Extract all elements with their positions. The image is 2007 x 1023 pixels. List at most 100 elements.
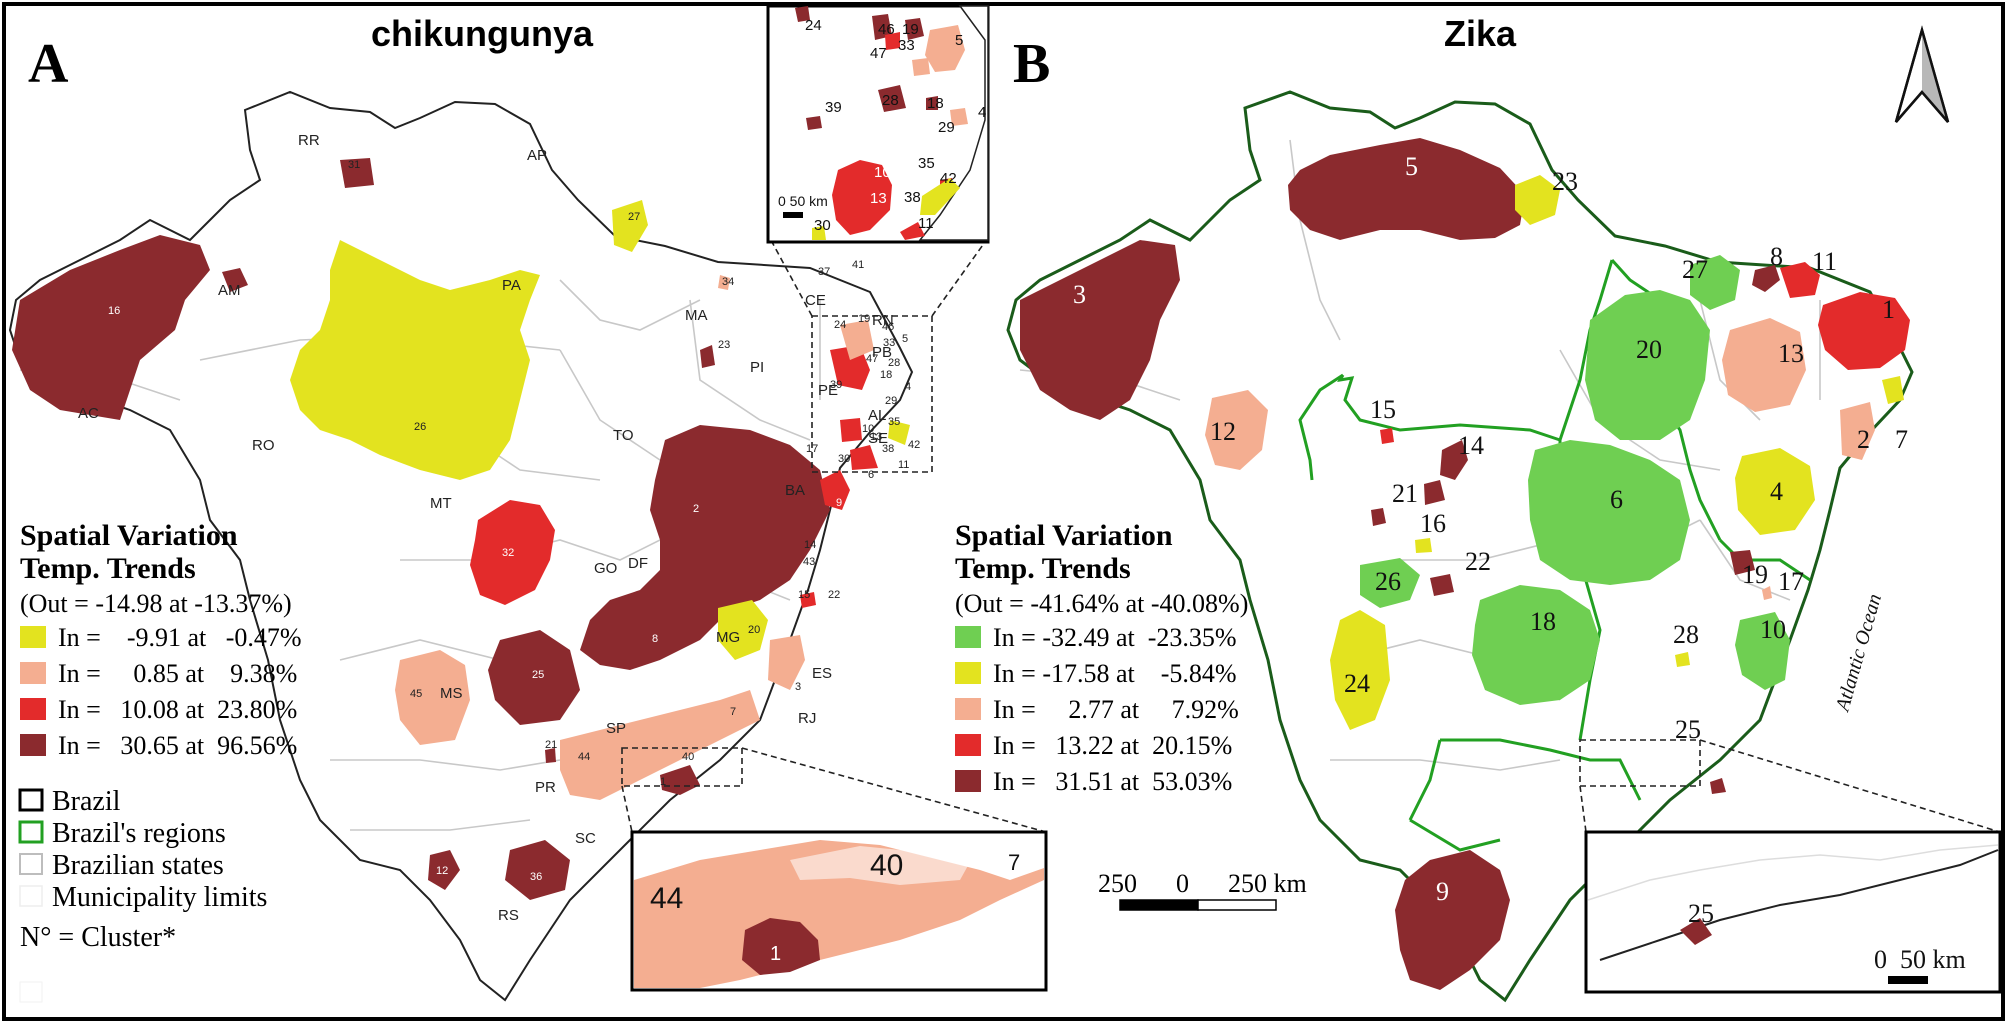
panel-a-title: chikungunya bbox=[371, 13, 594, 54]
inset-box-b bbox=[1579, 739, 1701, 787]
legend-b-entry-1: In = -32.49 at -23.35% bbox=[993, 623, 1237, 652]
panel-a: A chikungunya bbox=[8, 4, 1048, 1003]
inset-cluster-label: 44 bbox=[650, 882, 683, 915]
cluster-label: 14 bbox=[804, 539, 816, 551]
clusters-yellow-a bbox=[290, 200, 910, 660]
cluster-label: 21 bbox=[545, 739, 557, 751]
cluster-label: 1 bbox=[660, 776, 666, 788]
cluster-label: 22 bbox=[828, 589, 840, 601]
inset-cluster-label: 42 bbox=[940, 170, 957, 187]
cluster-label: 12 bbox=[1210, 417, 1236, 446]
cluster-label: 15 bbox=[1370, 395, 1396, 424]
cluster-label: 17 bbox=[806, 443, 818, 455]
state-label-rs: RS bbox=[498, 907, 519, 924]
state-label-se: SE bbox=[868, 430, 888, 447]
inset-leader bbox=[1699, 739, 2001, 833]
legend-a-entry-1: In = -9.91 at -0.47% bbox=[58, 623, 302, 652]
state-label-rr: RR bbox=[298, 132, 320, 149]
state-label-ac: AC bbox=[78, 405, 99, 422]
cluster-label: 19 bbox=[858, 313, 870, 325]
inset-cluster-label: 30 bbox=[814, 217, 831, 234]
legend-municipality-label: Municipality limits bbox=[52, 882, 267, 913]
cluster-label: 40 bbox=[682, 751, 694, 763]
cluster-label: 9 bbox=[836, 497, 842, 509]
cluster-label: 7 bbox=[730, 706, 736, 718]
inset-leader bbox=[621, 785, 633, 833]
cluster-label: 9 bbox=[1436, 877, 1449, 906]
clusters-yellow-b bbox=[1330, 175, 1904, 730]
state-label-pe: PE bbox=[818, 382, 838, 399]
cluster-label: 1 bbox=[1882, 295, 1895, 324]
cluster-labels-b: 5 23 3 27 8 11 1 20 13 12 15 14 21 16 6 … bbox=[1073, 152, 1908, 906]
cluster-label: 7 bbox=[1895, 425, 1908, 454]
legend-a-title-1: Spatial Variation bbox=[20, 519, 238, 552]
cluster-label: 6 bbox=[868, 469, 874, 481]
state-label-al: AL bbox=[868, 407, 886, 424]
legend-a-swatch-2 bbox=[20, 662, 46, 684]
cluster-label: 23 bbox=[1552, 167, 1578, 196]
cluster-label: 35 bbox=[888, 416, 900, 428]
inset-cluster-label: 5 bbox=[955, 32, 963, 49]
clusters-red-b bbox=[1380, 262, 1910, 444]
cluster-label: 23 bbox=[718, 339, 730, 351]
cluster-label: 2 bbox=[1857, 425, 1870, 454]
legend-footnote: N° = Cluster* bbox=[20, 922, 176, 953]
clusters-green-b bbox=[1360, 255, 1790, 705]
state-label-sc: SC bbox=[575, 830, 596, 847]
inset-cluster-label: 13 bbox=[870, 190, 887, 207]
cluster-label: 18 bbox=[880, 369, 892, 381]
legend-b-out: (Out = -41.64% at -40.08%) bbox=[955, 589, 1248, 618]
legend-b-entry-5: In = 31.51 at 53.03% bbox=[993, 767, 1232, 796]
cluster-label: 11 bbox=[1812, 247, 1837, 276]
inset-cluster-label: 46 bbox=[878, 21, 895, 38]
inset-leader bbox=[741, 747, 1047, 833]
legend-b-title-1: Spatial Variation bbox=[955, 519, 1173, 552]
cluster-label: 46 bbox=[882, 321, 894, 333]
inset-box-ne-a bbox=[811, 315, 933, 473]
panel-b: B Zika bbox=[955, 13, 2002, 1003]
state-label-rj: RJ bbox=[798, 710, 816, 727]
state-label-to: TO bbox=[613, 427, 634, 444]
cluster-label: 20 bbox=[748, 624, 760, 636]
inset-cluster-label: 39 bbox=[825, 99, 842, 116]
legend-b-swatch-3 bbox=[955, 698, 981, 720]
cluster-label: 4 bbox=[905, 381, 911, 393]
cluster-label: 4 bbox=[1770, 477, 1783, 506]
cluster-labels-a: 31 27 16 34 37 41 23 24 19 46 33 5 47 28… bbox=[108, 159, 920, 883]
cluster-label: 28 bbox=[888, 357, 900, 369]
cluster-label: 31 bbox=[348, 159, 360, 171]
cluster-label: 27 bbox=[1682, 255, 1708, 284]
cluster-label: 15 bbox=[798, 589, 810, 601]
cluster-label: 42 bbox=[908, 439, 920, 451]
legend-states-swatch bbox=[19, 853, 43, 875]
inset-cluster-label: 35 bbox=[918, 155, 935, 172]
cluster-label: 2 bbox=[693, 503, 699, 515]
cluster-label: 30 bbox=[838, 453, 850, 465]
cluster-label: 24 bbox=[1344, 669, 1370, 698]
cluster-label: 45 bbox=[410, 688, 422, 700]
cluster-label: 37 bbox=[818, 266, 830, 278]
cluster-label: 13 bbox=[1778, 339, 1804, 368]
cluster-label: 33 bbox=[883, 337, 895, 349]
clusters-dark-red-b bbox=[1020, 138, 1780, 990]
cluster-label: 6 bbox=[1610, 485, 1623, 514]
cluster-label: 8 bbox=[652, 633, 658, 645]
cluster-label: 8 bbox=[1770, 242, 1783, 271]
inset-leader bbox=[1579, 785, 1587, 833]
scalebar-b: 250 0 250 km bbox=[1098, 869, 1307, 911]
cluster-label: 22 bbox=[1465, 547, 1491, 576]
inset-top-a: 24 46 19 33 5 47 28 18 39 29 4 35 10 42 … bbox=[766, 4, 990, 244]
cluster-label: 3 bbox=[795, 681, 801, 693]
inset-cluster-label: 24 bbox=[805, 17, 822, 34]
inset-cluster-label: 29 bbox=[938, 119, 955, 136]
inset-leader bbox=[931, 241, 986, 317]
north-arrow-icon bbox=[1894, 25, 1950, 123]
legend-a-swatch-1 bbox=[20, 626, 46, 648]
cluster-label: 41 bbox=[852, 259, 864, 271]
cluster-label: 47 bbox=[866, 353, 878, 365]
state-label-ce: CE bbox=[805, 292, 826, 309]
cluster-label: 18 bbox=[1530, 607, 1556, 636]
state-label-am: AM bbox=[218, 282, 241, 299]
legend-municipality-swatch bbox=[19, 885, 43, 907]
cluster-label: 25 bbox=[532, 669, 544, 681]
